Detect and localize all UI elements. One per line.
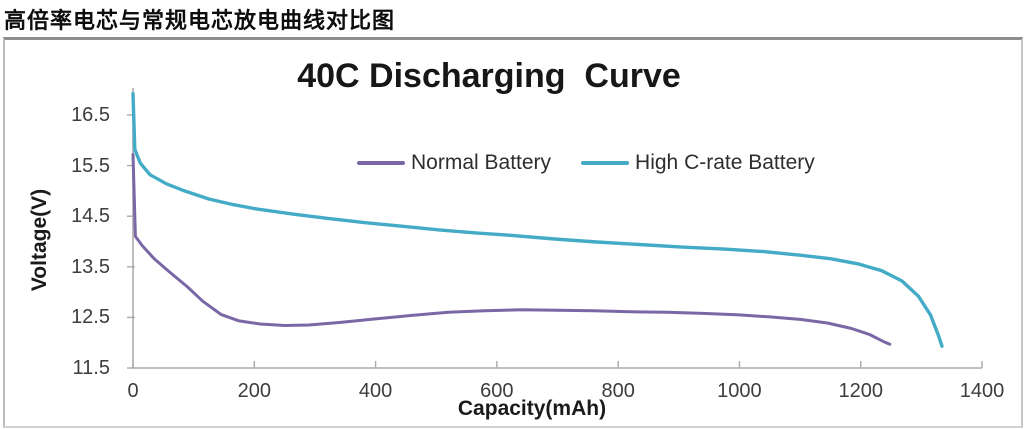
plot-area: [127, 88, 983, 369]
y-tick-label: 16.5: [71, 104, 110, 126]
x-tick-label: 800: [601, 380, 635, 402]
y-tick-label: 11.5: [72, 357, 110, 379]
legend-line-swatch: [581, 161, 630, 165]
x-tick-label: 200: [237, 380, 271, 402]
series-curve-1: [131, 92, 944, 348]
x-tick-label: 400: [358, 380, 393, 402]
x-axis-title: Capacity(mAh): [457, 397, 607, 420]
series-curve-0: [131, 153, 892, 346]
x-tick-label: 0: [127, 380, 139, 402]
legend-item-1: High C-rate Battery: [581, 151, 815, 175]
x-tick-label: 1200: [838, 380, 883, 402]
legend-label: Normal Battery: [411, 151, 552, 174]
y-tick-label: 13.5: [71, 255, 110, 278]
y-tick-label: 12.5: [71, 306, 110, 329]
x-tick-label: 600: [480, 380, 514, 402]
chart-title: 40C Discharging Curve: [297, 57, 681, 95]
y-tick-label: 14.5: [71, 205, 110, 228]
x-tick-label: 1400: [959, 380, 1005, 402]
legend-line-swatch: [357, 161, 405, 165]
x-tick-label: 1000: [717, 380, 762, 402]
chart-legend: Normal Battery High C-rate Battery: [357, 150, 815, 176]
legend-label: High C-rate Battery: [635, 151, 815, 174]
legend-item-0: Normal Battery: [357, 151, 551, 175]
y-tick-label: 15.5: [71, 154, 110, 177]
page-title: 高倍率电芯与常规电芯放电曲线对比图: [4, 8, 396, 33]
chart-frame: 40C Discharging Curve Normal Battery High…: [3, 37, 1023, 428]
